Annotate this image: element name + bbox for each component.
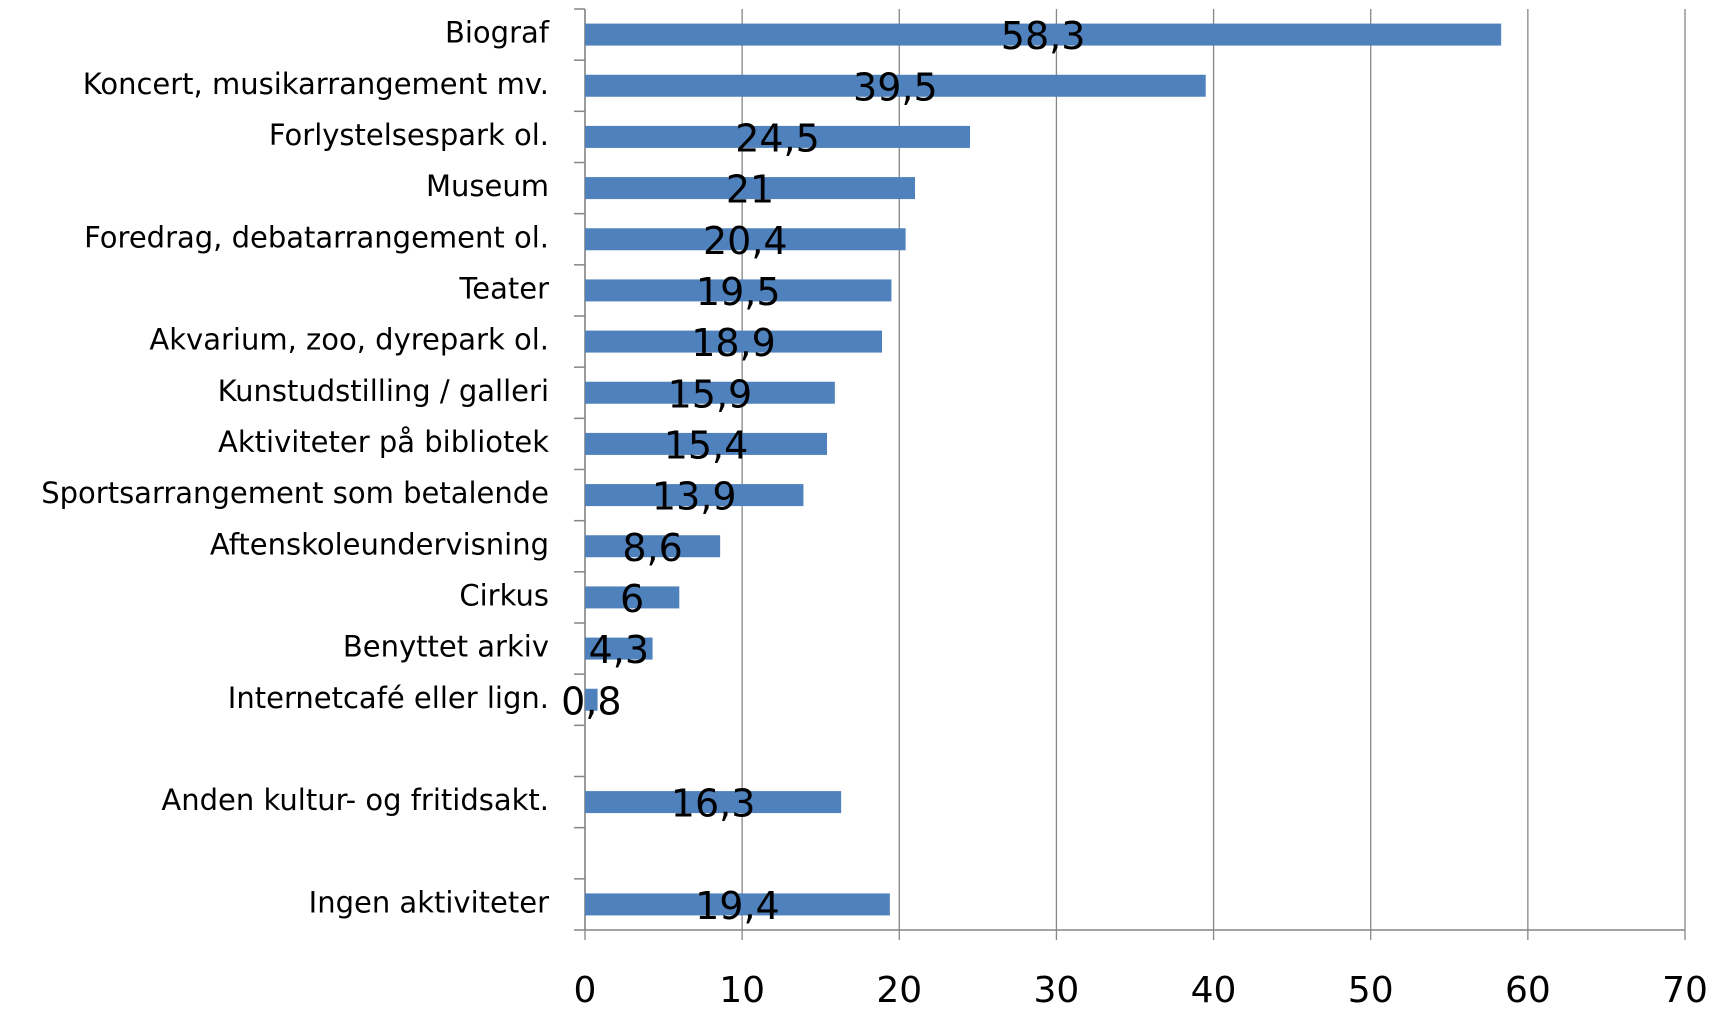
y-tick-label: Koncert, musikarrangement mv. xyxy=(83,67,549,101)
bar xyxy=(585,791,842,814)
bar xyxy=(585,688,598,711)
x-tick-label: 40 xyxy=(1191,970,1237,1011)
y-tick-label: Aftenskoleundervisning xyxy=(210,527,549,561)
data-label: 18,9 xyxy=(691,321,776,365)
y-tick-label: Cirkus xyxy=(459,578,549,612)
y-tick-label: Anden kultur- og fritidsakt. xyxy=(161,783,549,817)
x-tick-label: 30 xyxy=(1034,970,1080,1011)
bar xyxy=(585,177,915,200)
x-tick-label: 20 xyxy=(876,970,922,1011)
bar xyxy=(585,484,804,507)
data-label: 58,3 xyxy=(1001,14,1086,58)
bar xyxy=(585,279,892,302)
data-label: 16,3 xyxy=(671,782,756,826)
bar xyxy=(585,228,906,251)
y-tick-label: Akvarium, zoo, dyrepark ol. xyxy=(149,323,549,357)
x-tick-label: 50 xyxy=(1348,970,1394,1011)
y-tick-label: Museum xyxy=(426,169,549,203)
bar xyxy=(585,535,721,558)
data-label: 21 xyxy=(726,168,774,212)
y-tick-label: Forlystelsespark ol. xyxy=(269,118,549,152)
data-label: 0,8 xyxy=(561,679,621,723)
y-tick-label: Internetcafé eller lign. xyxy=(228,681,549,715)
bar xyxy=(585,586,680,609)
x-tick-label: 70 xyxy=(1662,970,1708,1011)
bar xyxy=(585,74,1206,97)
x-tick-label: 10 xyxy=(719,970,765,1011)
bar xyxy=(585,432,827,455)
data-label: 13,9 xyxy=(652,475,737,519)
data-label: 24,5 xyxy=(735,116,820,160)
y-tick-label: Benyttet arkiv xyxy=(343,630,549,664)
x-tick-label: 60 xyxy=(1505,970,1551,1011)
data-label: 19,4 xyxy=(695,884,780,928)
data-label: 20,4 xyxy=(703,219,788,263)
y-tick-label: Kunstudstilling / galleri xyxy=(218,374,549,408)
y-tick-label: Teater xyxy=(458,271,549,305)
y-tick-label: Sportsarrangement som betalende xyxy=(41,476,549,510)
data-label: 6 xyxy=(620,577,644,621)
data-label: 15,9 xyxy=(668,372,753,416)
data-label: 8,6 xyxy=(622,526,682,570)
y-tick-label: Foredrag, debatarrangement ol. xyxy=(84,220,549,254)
bar xyxy=(585,893,890,916)
bar xyxy=(585,23,1502,46)
data-label: 19,5 xyxy=(696,270,781,314)
data-label: 39,5 xyxy=(853,65,938,109)
y-tick-label: Aktiviteter på bibliotek xyxy=(218,425,549,459)
x-tick-label: 0 xyxy=(574,970,597,1011)
y-tick-label: Biograf xyxy=(445,16,550,50)
y-tick-label: Ingen aktiviteter xyxy=(309,885,549,919)
bar xyxy=(585,637,653,660)
data-label: 4,3 xyxy=(589,628,649,672)
data-label: 15,4 xyxy=(664,423,749,467)
bar xyxy=(585,381,835,404)
bar xyxy=(585,125,970,148)
bar xyxy=(585,330,882,353)
